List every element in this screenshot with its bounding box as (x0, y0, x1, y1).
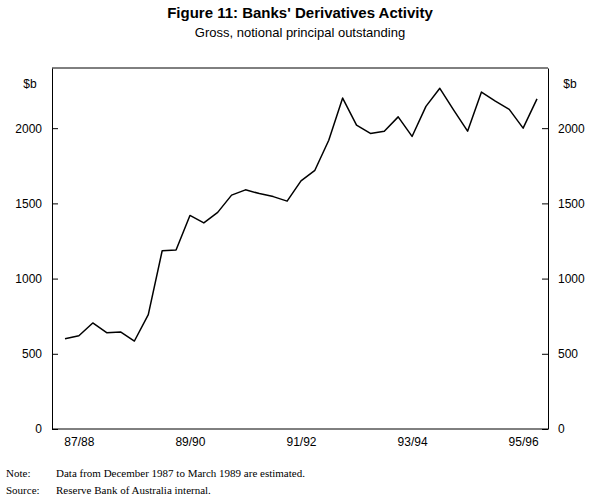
tick-label: 93/94 (398, 435, 428, 449)
y-axis-label: $b (23, 77, 37, 91)
tick: 95/96 (509, 429, 539, 449)
tick-mark (52, 354, 58, 355)
tick-label: 89/90 (175, 435, 205, 449)
axis-line (52, 69, 53, 430)
tick-label: 500 (558, 347, 578, 361)
note: Data from December 1987 to March 1989 ar… (56, 467, 305, 479)
tick: 1500 (542, 197, 585, 211)
tick-mark (542, 203, 548, 204)
tick-label: 2000 (558, 122, 585, 136)
tick-label: 1000 (558, 272, 585, 286)
tick: 1000 (15, 272, 58, 286)
tick-label: 1500 (15, 197, 42, 211)
tick-mark (52, 128, 58, 129)
axis-line (548, 69, 549, 430)
plot-area (65, 88, 537, 341)
left-y-axis: 0 500 1000 1500 2000 (15, 69, 58, 437)
y-axis-label: $b (563, 77, 577, 91)
chart: Figure 11: Banks' Derivatives Activity Gr… (0, 0, 600, 501)
frame-top (52, 68, 548, 69)
source: Reserve Bank of Australia internal. (56, 484, 211, 496)
tick: 1000 (542, 272, 585, 286)
tick-label: 500 (22, 347, 42, 361)
tick-label: 2000 (15, 122, 42, 136)
tick-label: 1000 (15, 272, 42, 286)
tick-mark (52, 203, 58, 204)
tick-label: 0 (35, 422, 42, 436)
tick-mark (52, 279, 58, 280)
tick-label: 0 (558, 422, 565, 436)
tick: 2000 (15, 122, 58, 136)
tick: 89/90 (175, 429, 205, 449)
tick: 500 (542, 347, 578, 361)
right-y-axis: 0 500 1000 1500 2000 (542, 69, 585, 437)
tick-mark (542, 354, 548, 355)
note-label: Note: (6, 467, 30, 479)
tick-label: 95/96 (509, 435, 539, 449)
title: Figure 11: Banks' Derivatives Activity (167, 4, 433, 21)
tick-mark (542, 128, 548, 129)
tick-label: 91/92 (286, 435, 316, 449)
series-line (65, 88, 537, 341)
tick-mark (542, 279, 548, 280)
tick-label: 1500 (558, 197, 585, 211)
x-axis: 87/88 89/90 91/92 93/94 95/96 (52, 429, 548, 449)
tick: 2000 (542, 122, 585, 136)
tick: 91/92 (286, 429, 316, 449)
tick: 500 (22, 347, 58, 361)
axis-line (52, 429, 548, 430)
tick-label: 87/88 (64, 435, 94, 449)
tick: 87/88 (64, 429, 94, 449)
subtitle: Gross, notional principal outstanding (195, 25, 405, 40)
tick: 93/94 (398, 429, 428, 449)
source-label: Source: (6, 484, 40, 496)
tick: 1500 (15, 197, 58, 211)
